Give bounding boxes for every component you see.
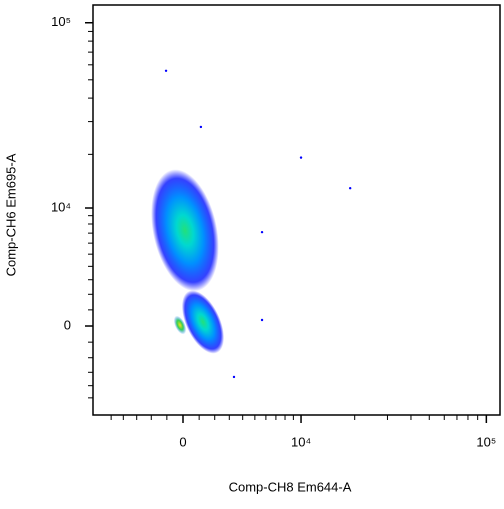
y-tick-label: 10⁵	[51, 14, 71, 29]
x-tick-label: 10⁵	[476, 434, 496, 449]
x-tick-label: 0	[179, 434, 186, 449]
y-tick-label: 0	[64, 317, 71, 332]
event-point	[232, 375, 236, 379]
y-axis-label: Comp-CH6 Em695-A	[3, 153, 18, 276]
density-cluster	[173, 315, 187, 335]
event-point	[260, 230, 264, 234]
y-tick-label: 10⁴	[51, 199, 71, 214]
event-point	[260, 318, 264, 322]
event-point	[199, 125, 203, 129]
plot-frame	[92, 4, 501, 416]
density-cluster	[181, 290, 225, 354]
x-axis-label: Comp-CH8 Em644-A	[229, 479, 352, 494]
event-point	[348, 187, 352, 190]
event-point	[164, 69, 168, 72]
event-point	[299, 156, 303, 159]
density-cluster	[151, 169, 219, 292]
x-tick-label: 10⁴	[291, 434, 311, 449]
